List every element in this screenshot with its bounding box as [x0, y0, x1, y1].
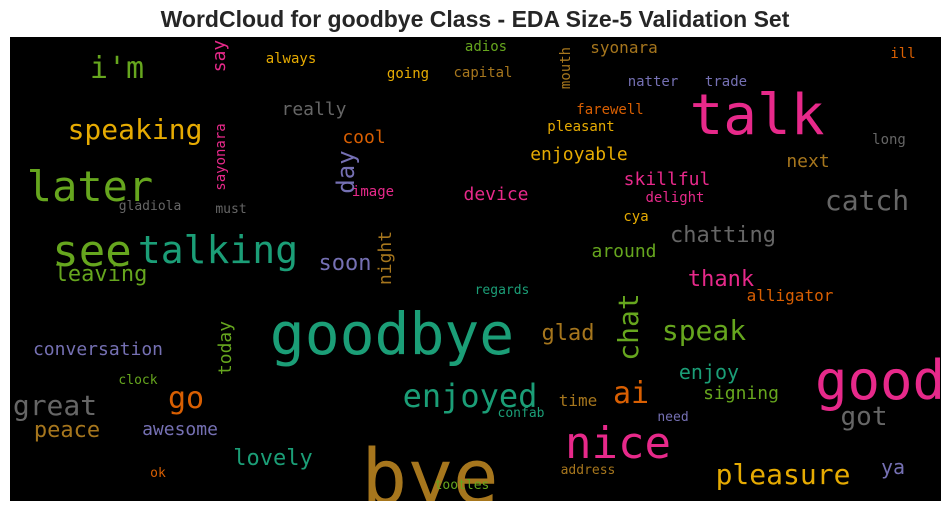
word-address: address: [561, 463, 616, 478]
word-ya: ya: [881, 455, 905, 479]
word-next: next: [786, 151, 829, 172]
word-bye: bye: [361, 432, 498, 501]
cloud-background: [10, 37, 941, 501]
word-got: got: [841, 402, 888, 432]
word-tootles: tootles: [435, 478, 490, 493]
word-trade: trade: [705, 74, 747, 90]
word-ill: ill: [890, 46, 915, 62]
word-capital: capital: [453, 65, 512, 81]
word-skillful: skillful: [624, 169, 711, 190]
word-sayonara: sayonara: [213, 123, 229, 190]
word-going: going: [387, 66, 429, 82]
word-time: time: [559, 391, 598, 410]
word-farewell: farewell: [576, 102, 643, 118]
word-delight: delight: [645, 190, 704, 206]
word-speak: speak: [662, 314, 746, 347]
word-im: i'm: [90, 51, 144, 86]
word-nice: nice: [565, 418, 671, 469]
word-need: need: [657, 410, 688, 425]
word-really: really: [281, 99, 346, 120]
word-always: always: [266, 51, 317, 67]
word-alligator: alligator: [747, 286, 834, 305]
word-gladiola: gladiola: [119, 199, 182, 214]
word-pleasure: pleasure: [716, 458, 851, 491]
word-cya: cya: [623, 209, 648, 225]
word-thank: thank: [688, 267, 754, 292]
word-adios: adios: [465, 39, 507, 55]
word-must: must: [215, 202, 246, 217]
word-ok: ok: [150, 466, 166, 481]
word-night: night: [375, 231, 396, 285]
word-see: see: [52, 226, 131, 277]
word-cool: cool: [342, 127, 385, 148]
word-leaving: leaving: [55, 262, 148, 287]
word-enjoyable: enjoyable: [530, 144, 628, 165]
word-conversation: conversation: [33, 339, 163, 360]
word-glad: glad: [542, 321, 595, 346]
word-image: image: [352, 184, 394, 200]
word-chat: chat: [612, 293, 645, 360]
word-pleasant: pleasant: [547, 119, 614, 135]
word-speaking: speaking: [68, 113, 203, 146]
word-talking: talking: [138, 228, 298, 272]
word-regards: regards: [475, 283, 530, 298]
word-chatting: chatting: [670, 223, 776, 248]
word-syonara: syonara: [590, 38, 657, 57]
word-long: long: [872, 132, 906, 148]
word-group: goodbye bye good talk nice later see talking i'm…: [13, 38, 941, 501]
word-say: say: [209, 40, 230, 73]
word-confab: confab: [498, 406, 545, 421]
word-awesome: awesome: [142, 419, 218, 440]
word-enjoy: enjoy: [679, 360, 739, 384]
word-talk: talk: [690, 83, 825, 148]
word-today: today: [215, 321, 236, 375]
word-go: go: [168, 381, 204, 416]
word-enjoyed: enjoyed: [403, 377, 538, 415]
word-lovely: lovely: [233, 446, 312, 471]
word-signing: signing: [703, 383, 779, 404]
word-natter: natter: [628, 74, 679, 90]
word-around: around: [591, 241, 656, 262]
word-mouth: mouth: [558, 47, 574, 89]
word-catch: catch: [825, 184, 909, 217]
word-great: great: [13, 389, 97, 422]
word-cloud: goodbye bye good talk nice later see talking i'm…: [10, 37, 941, 501]
word-ai: ai: [613, 376, 649, 411]
chart-title: WordCloud for goodbye Class - EDA Size-5…: [160, 6, 790, 32]
word-day: day: [332, 150, 360, 193]
word-goodbye: goodbye: [270, 300, 514, 368]
word-good: good: [815, 349, 941, 412]
word-clock: clock: [118, 373, 157, 388]
word-later: later: [27, 162, 153, 211]
word-device: device: [463, 184, 528, 205]
word-soon: soon: [319, 251, 372, 276]
word-peace: peace: [34, 418, 100, 443]
